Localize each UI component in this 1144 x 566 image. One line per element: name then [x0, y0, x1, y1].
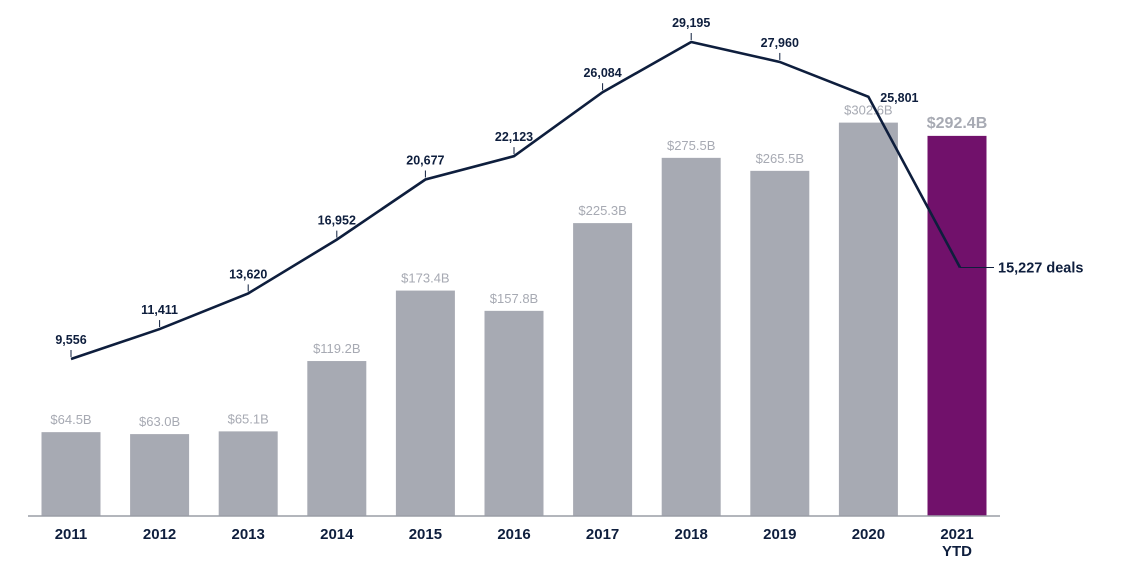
x-tick-label: 2014 [320, 526, 354, 543]
bar-2012 [130, 434, 190, 516]
deal-count-label: 20,677 [406, 153, 444, 167]
bar-value-label: $173.4B [401, 271, 449, 286]
bar-2018 [661, 157, 721, 516]
bar-value-label: $119.2B [313, 341, 360, 356]
deal-count-line [70, 40, 962, 361]
bar-value-label: $63.0B [139, 414, 180, 429]
bar-2021-ytd [927, 135, 987, 516]
bar-2015 [395, 290, 455, 516]
bar-2019 [750, 170, 810, 516]
x-tick-label: 2012 [143, 526, 176, 543]
bar-value-label: $265.5B [756, 151, 804, 166]
bar-value-label: $275.5B [667, 138, 715, 153]
bar-value-label: $157.8B [490, 291, 538, 306]
bar-series [41, 122, 987, 517]
x-tick-label: YTD [942, 543, 972, 560]
deal-count-label: 22,123 [495, 130, 533, 144]
bar-value-label: $65.1B [228, 411, 269, 426]
deal-count-series [70, 40, 962, 361]
deal-count-label: 15,227 deals [998, 260, 1083, 276]
bar-2016 [484, 310, 544, 516]
deal-count-label: 9,556 [55, 333, 86, 347]
deal-count-labels: 9,556 11,411 13,620 16,952 20,677 22,123 26,08… [55, 16, 1083, 357]
bar-2011 [41, 432, 101, 516]
bar-2014 [307, 361, 367, 516]
bar-value-label: $225.3B [578, 203, 626, 218]
bar-2020 [838, 122, 898, 517]
x-tick-label: 2015 [409, 526, 442, 543]
deal-count-label: 11,411 [141, 303, 178, 317]
deal-count-label: 13,620 [229, 267, 267, 281]
bar-value-label: $302.6B [844, 103, 892, 118]
deal-count-label: 25,801 [880, 91, 918, 105]
deal-count-label: 26,084 [583, 66, 621, 80]
deal-count-label: 27,960 [761, 36, 799, 50]
bar-value-label: $64.5B [50, 412, 91, 427]
x-tick-label: 2018 [675, 526, 708, 543]
x-tick-label: 2017 [586, 526, 619, 543]
bar-value-labels: $64.5B $63.0B $65.1B $119.2B $173.4B $157.8B $… [50, 103, 987, 429]
x-axis-tick-labels: 2011 2012 2013 2014 2015 2016 2017 2018 2019 2020… [55, 526, 974, 560]
x-tick-label: 2011 [55, 526, 88, 543]
deal-count-label: 29,195 [672, 16, 710, 30]
deal-count-label: 16,952 [318, 214, 356, 228]
x-tick-label: 2021 [940, 526, 973, 543]
x-tick-label: 2020 [852, 526, 885, 543]
x-tick-label: 2016 [497, 526, 530, 543]
x-tick-label: 2019 [763, 526, 796, 543]
bar-2013 [218, 431, 278, 516]
x-tick-label: 2013 [232, 526, 265, 543]
bar-2017 [573, 223, 633, 517]
bar-value-label: $292.4B [927, 115, 988, 132]
